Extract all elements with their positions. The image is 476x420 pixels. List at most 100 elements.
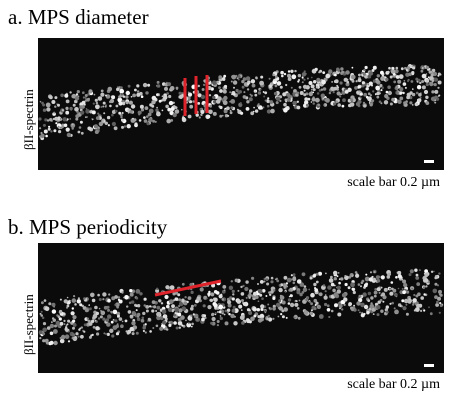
speckle [91, 319, 95, 323]
speckle [165, 104, 169, 109]
speckle [59, 338, 65, 344]
speckle [391, 67, 395, 70]
speckle [168, 299, 174, 304]
speckle [145, 91, 149, 95]
speckle [398, 74, 404, 79]
speckle [411, 71, 415, 75]
speckle [283, 108, 288, 113]
speckle [313, 307, 317, 311]
speckle [97, 96, 103, 101]
speckle [131, 332, 135, 336]
speckle [314, 67, 318, 71]
speckle [255, 76, 258, 79]
speckle [53, 305, 55, 308]
speckle [41, 301, 44, 305]
speckle [151, 95, 157, 101]
speckle [126, 124, 131, 129]
speckle [287, 298, 292, 302]
speckle [245, 280, 249, 284]
speckle [114, 319, 118, 323]
speckle [173, 313, 176, 317]
speckle [206, 114, 211, 119]
speckle [269, 293, 272, 296]
speckle [124, 319, 128, 323]
speckle [349, 102, 355, 107]
speckle [54, 116, 59, 121]
speckle [431, 71, 434, 74]
speckle [308, 91, 313, 97]
speckle [54, 105, 57, 108]
speckle [98, 121, 104, 127]
speckle [216, 320, 220, 323]
speckle [433, 77, 439, 82]
speckle [254, 91, 256, 93]
speckle [296, 279, 302, 284]
speckle [331, 81, 333, 83]
speckle [90, 292, 95, 298]
speckle [363, 68, 366, 72]
speckle [71, 333, 76, 337]
speckle [80, 110, 85, 115]
speckle [72, 323, 77, 327]
speckle [191, 322, 194, 326]
speckle [248, 296, 251, 299]
speckle [40, 310, 43, 313]
speckle [365, 95, 369, 99]
speckle [433, 270, 435, 273]
speckle [345, 82, 350, 87]
speckle [334, 73, 337, 77]
speckle [113, 126, 118, 131]
speckle [274, 75, 278, 79]
speckle [142, 311, 146, 316]
speckle [421, 80, 425, 83]
speckle [434, 95, 438, 100]
speckle [357, 309, 360, 312]
speckle [439, 293, 443, 297]
speckle [139, 292, 143, 296]
speckle [264, 99, 267, 102]
speckle [162, 320, 167, 325]
speckle [367, 299, 371, 302]
speckle [425, 101, 430, 105]
speckle [42, 322, 47, 326]
speckle [184, 296, 187, 299]
speckle [399, 91, 403, 95]
speckle [419, 81, 422, 85]
speckle [94, 98, 98, 102]
speckle [192, 100, 195, 103]
speckle [278, 284, 281, 287]
speckle [155, 324, 159, 328]
y-label: βII-spectrin [21, 294, 36, 355]
speckle [148, 117, 153, 123]
speckle [132, 312, 135, 315]
speckle [331, 88, 335, 91]
speckle [105, 104, 107, 107]
speckle [385, 90, 389, 94]
speckle [197, 84, 200, 88]
speckle [211, 316, 216, 322]
speckle [75, 332, 79, 336]
speckle [371, 69, 375, 72]
speckle [116, 87, 120, 92]
speckle [68, 299, 71, 302]
speckle [202, 304, 206, 308]
speckle [351, 274, 354, 277]
speckle [42, 108, 47, 112]
speckle [347, 87, 352, 93]
speckle [117, 97, 123, 103]
speckle [420, 296, 425, 300]
speckle [266, 317, 270, 321]
speckle [324, 290, 327, 293]
speckle [344, 275, 347, 277]
speckle [231, 93, 233, 96]
speckle [151, 100, 156, 105]
speckle [58, 127, 61, 130]
speckle [72, 315, 77, 320]
speckle [292, 281, 296, 285]
speckle [438, 272, 441, 275]
speckle [79, 120, 83, 124]
speckle [242, 77, 247, 81]
speckle [44, 118, 48, 122]
speckle [160, 302, 164, 305]
speckle [297, 316, 301, 320]
